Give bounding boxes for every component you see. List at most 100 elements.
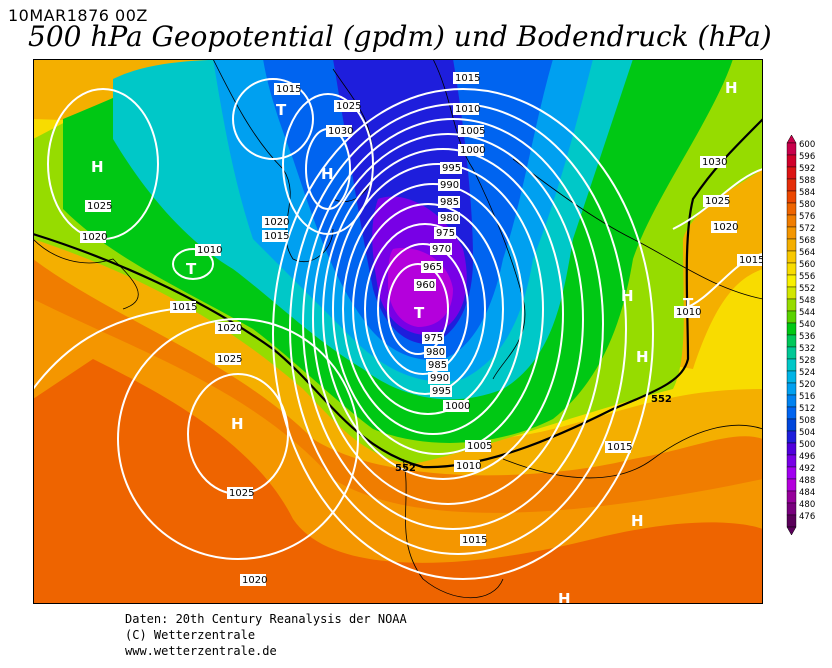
svg-text:1005: 1005 (460, 126, 485, 137)
low-center: T (186, 260, 197, 278)
colorbar-label: 572 (799, 224, 815, 234)
isobar-label-1015-f: 1015 (460, 534, 487, 546)
isobar-label-1015-g: 1015 (605, 441, 632, 453)
colorbar-label: 584 (799, 188, 815, 198)
isobar-label-1030-b: 1030 (700, 156, 727, 168)
colorbar-swatch (786, 442, 797, 456)
colorbar-label: 556 (799, 272, 815, 282)
isobar-label-995-b: 995 (430, 385, 452, 397)
colorbar-label: 484 (799, 488, 815, 498)
copyright-text: (C) Wetterzentrale (125, 628, 256, 642)
svg-text:1020: 1020 (264, 217, 289, 228)
colorbar-swatch (786, 502, 797, 516)
weather-map: 1015 1025 1030 1020 1015 1010 1005 1000 … (33, 59, 763, 604)
colorbar-swatch (786, 466, 797, 480)
isobar-label-1015-d: 1015 (170, 301, 197, 313)
isobar-label-1010-a: 1010 (195, 244, 222, 256)
isobar-label-1020-b: 1020 (80, 231, 107, 243)
isobar-label-965-a: 965 (421, 261, 443, 273)
high-center: H (558, 590, 571, 604)
colorbar-label: 580 (799, 200, 815, 210)
colorbar-swatch (786, 454, 797, 468)
isobar-label-1015-b: 1015 (262, 230, 289, 242)
svg-text:980: 980 (426, 347, 445, 358)
colorbar-swatch (786, 154, 797, 168)
isobar-label-990-b: 990 (428, 372, 450, 384)
svg-text:975: 975 (436, 228, 455, 239)
colorbar-swatch (786, 178, 797, 192)
isobar-label-995-a: 995 (440, 162, 462, 174)
high-center: H (621, 287, 634, 305)
svg-text:1015: 1015 (739, 255, 763, 266)
svg-text:990: 990 (440, 180, 459, 191)
isobar-label-1020-e: 1020 (240, 574, 267, 586)
svg-text:985: 985 (440, 197, 459, 208)
isobar-label-1005-b: 1005 (465, 440, 492, 452)
contour-552-label: 552 (651, 394, 672, 405)
svg-text:970: 970 (432, 244, 451, 255)
low-center: T (414, 304, 425, 322)
colorbar-label: 568 (799, 236, 815, 246)
colorbar-swatch (786, 250, 797, 264)
colorbar-label: 520 (799, 380, 815, 390)
footer-credits: Daten: 20th Century Reanalysis der NOAA … (125, 611, 407, 659)
isobar-label-970-a: 970 (430, 243, 452, 255)
high-center: H (725, 79, 738, 97)
colorbar-swatch (786, 310, 797, 324)
colorbar-swatch (786, 478, 797, 492)
svg-text:1025: 1025 (705, 196, 730, 207)
colorbar-swatch (786, 274, 797, 288)
website-text: www.wetterzentrale.de (125, 644, 277, 658)
colorbar-swatch (786, 298, 797, 312)
colorbar-label: 548 (799, 296, 815, 306)
isobar-label-985-b: 985 (426, 359, 448, 371)
colorbar-label: 544 (799, 308, 815, 318)
svg-text:1000: 1000 (460, 145, 485, 156)
colorbar-cap-bottom (786, 526, 797, 535)
colorbar-legend: 600 596 592 588 584 580 576 572 568 564 560 556 552 5… (786, 135, 815, 535)
svg-text:980: 980 (440, 213, 459, 224)
isobar-label-1010-d: 1010 (454, 460, 481, 472)
svg-text:1015: 1015 (276, 84, 301, 95)
colorbar-swatch (786, 370, 797, 384)
svg-text:1010: 1010 (455, 104, 480, 115)
isobar-label-1005-a: 1005 (458, 125, 485, 137)
colorbar-label: 512 (799, 404, 815, 414)
colorbar-label: 536 (799, 332, 815, 342)
isobar-label-980-b: 980 (424, 346, 446, 358)
colorbar-label: 496 (799, 452, 815, 462)
colorbar-cap-top (786, 135, 797, 144)
colorbar-label: 592 (799, 164, 815, 174)
svg-text:1025: 1025 (87, 201, 112, 212)
colorbar-label: 596 (799, 152, 815, 162)
colorbar-label: 488 (799, 476, 815, 486)
high-center: H (631, 512, 644, 530)
colorbar-swatch (786, 214, 797, 228)
svg-text:1010: 1010 (676, 307, 701, 318)
colorbar-swatch (786, 358, 797, 372)
colorbar-swatch (786, 190, 797, 204)
isobar-label-985-a: 985 (438, 196, 460, 208)
svg-text:1025: 1025 (336, 101, 361, 112)
isobar-label-1020-c: 1020 (215, 322, 242, 334)
isobar-label-1025-e: 1025 (227, 487, 254, 499)
colorbar-label: 480 (799, 500, 815, 510)
colorbar-swatch (786, 262, 797, 276)
colorbar-swatch (786, 322, 797, 336)
high-center: H (636, 348, 649, 366)
colorbar-label: 576 (799, 212, 815, 222)
colorbar-label: 492 (799, 464, 815, 474)
colorbar-label: 588 (799, 176, 815, 186)
isobar-label-1010-b: 1010 (453, 103, 480, 115)
svg-text:1015: 1015 (264, 231, 289, 242)
colorbar-label: 504 (799, 428, 815, 438)
colorbar-label: 564 (799, 248, 815, 258)
chart-title: 500 hPa Geopotential (gpdm) und Bodendru… (28, 20, 772, 53)
svg-text:1025: 1025 (217, 354, 242, 365)
isobar-labels: 1015 1025 1030 1020 1015 1010 1005 1000 … (80, 72, 763, 586)
isobar-label-1025-d: 1025 (703, 195, 730, 207)
isobar-label-1020-a: 1020 (262, 216, 289, 228)
svg-text:1015: 1015 (172, 302, 197, 313)
svg-text:1020: 1020 (217, 323, 242, 334)
contour-552-label: 552 (395, 463, 416, 474)
